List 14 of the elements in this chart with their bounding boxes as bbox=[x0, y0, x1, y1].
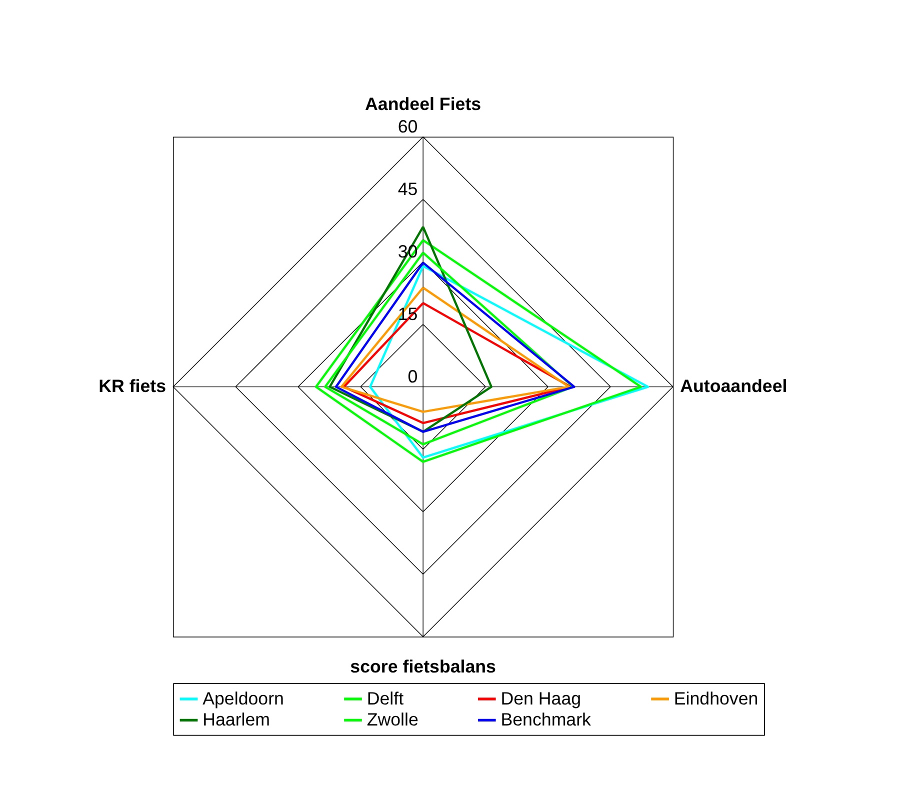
legend-label: Benchmark bbox=[500, 710, 592, 730]
legend-label: Eindhoven bbox=[674, 688, 758, 708]
spoke-label: Aandeel Fiets bbox=[365, 94, 482, 114]
spoke-label: Autoaandeel bbox=[680, 376, 788, 396]
legend-label: Den Haag bbox=[500, 688, 582, 708]
spoke-label: score fietsbalans bbox=[350, 656, 496, 676]
y-tick-label: 0 bbox=[408, 366, 418, 386]
y-tick-label: 45 bbox=[398, 178, 418, 199]
legend-label: Zwolle bbox=[366, 710, 418, 730]
legend-label: Delft bbox=[366, 688, 404, 708]
y-tick-label: 60 bbox=[398, 116, 418, 136]
spoke-label: KR fiets bbox=[98, 376, 166, 396]
legend-label: Apeldoorn bbox=[202, 688, 284, 708]
legend-label: Haarlem bbox=[202, 710, 270, 730]
